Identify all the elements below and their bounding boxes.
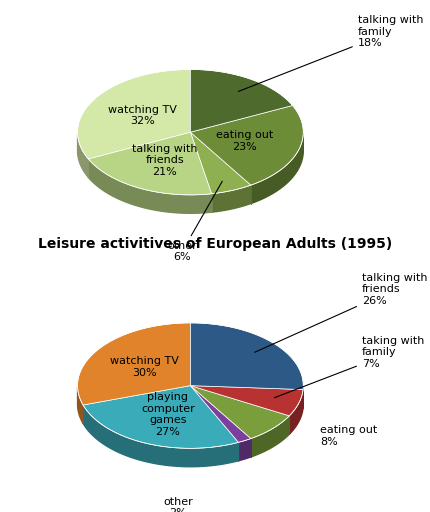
Polygon shape	[289, 390, 302, 434]
Polygon shape	[77, 323, 190, 405]
Text: watching TV
32%: watching TV 32%	[108, 104, 177, 126]
Text: talking with
friends
26%: talking with friends 26%	[254, 273, 427, 352]
Polygon shape	[88, 132, 211, 195]
Polygon shape	[190, 105, 303, 185]
Title: Leisure activitives of European Adults (1995): Leisure activitives of European Adults (…	[38, 237, 392, 251]
Polygon shape	[83, 405, 238, 467]
Text: eating out
23%: eating out 23%	[215, 130, 273, 152]
Polygon shape	[77, 134, 88, 177]
Polygon shape	[77, 70, 190, 159]
Polygon shape	[190, 386, 250, 442]
Text: other
6%: other 6%	[167, 181, 222, 263]
Text: playing
computer
games
27%: playing computer games 27%	[141, 392, 194, 437]
Text: talking with
family
18%: talking with family 18%	[238, 15, 422, 92]
Text: other
2%: other 2%	[163, 497, 192, 512]
Text: watching TV
30%: watching TV 30%	[110, 356, 179, 378]
Polygon shape	[190, 386, 302, 416]
Polygon shape	[250, 416, 289, 457]
Text: eating out
8%: eating out 8%	[319, 425, 376, 446]
Polygon shape	[88, 159, 211, 214]
Text: taking with
family
7%: taking with family 7%	[273, 335, 423, 398]
Text: talking with
friends
21%: talking with friends 21%	[132, 143, 197, 177]
Polygon shape	[190, 386, 289, 439]
Polygon shape	[190, 70, 292, 132]
Polygon shape	[190, 132, 250, 194]
Polygon shape	[190, 323, 303, 390]
Polygon shape	[250, 132, 303, 204]
Polygon shape	[211, 185, 250, 212]
Polygon shape	[238, 439, 250, 461]
Polygon shape	[83, 386, 238, 449]
Polygon shape	[77, 387, 83, 423]
